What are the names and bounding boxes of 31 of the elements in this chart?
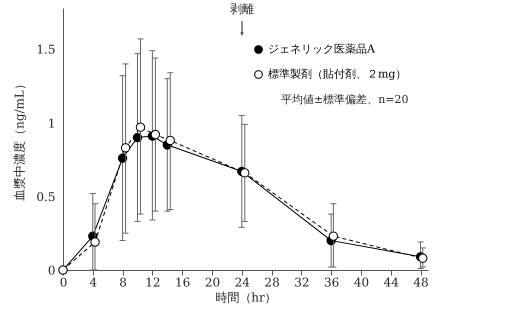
x-tick-label: 48 bbox=[413, 276, 429, 290]
annotation: 剥離 bbox=[230, 2, 254, 16]
y-tick-label: 1.5 bbox=[36, 42, 56, 57]
x-tick-label: 32 bbox=[294, 276, 310, 290]
x-tick-label: 8 bbox=[119, 276, 127, 290]
x-tick-label: 40 bbox=[354, 276, 370, 290]
point bbox=[328, 231, 338, 241]
x-tick-label: 36 bbox=[324, 276, 340, 290]
y-tick-label: 0 bbox=[48, 264, 56, 278]
x-tick-label: 12 bbox=[145, 276, 161, 290]
x-tick-label: 20 bbox=[204, 276, 220, 290]
x-tick-label: 4 bbox=[89, 276, 98, 290]
point bbox=[90, 237, 100, 247]
y-tick-label: 1 bbox=[48, 116, 56, 130]
annotation: 平均値±標準偏差、n=20 bbox=[281, 93, 409, 106]
y-tick-label: 0.5 bbox=[36, 190, 56, 204]
legend-label: ジェネリック医薬品A bbox=[268, 42, 376, 56]
point bbox=[418, 254, 428, 263]
x-tick-label: 0 bbox=[60, 276, 68, 290]
legend-label: 標準製剤（貼付剤、２mg） bbox=[268, 68, 406, 80]
x-axis-title: 時間（hr） bbox=[215, 290, 277, 304]
x-tick-label: 16 bbox=[175, 276, 190, 290]
point bbox=[240, 168, 250, 178]
point bbox=[150, 130, 160, 140]
y-axis-title: 血漿中濃度（ng/mL） bbox=[12, 78, 26, 201]
point bbox=[166, 136, 175, 146]
x-tick-label: 44 bbox=[384, 276, 400, 290]
x-tick-label: 28 bbox=[264, 276, 280, 290]
x-tick-label: 24 bbox=[234, 276, 250, 290]
point bbox=[136, 122, 146, 132]
point bbox=[120, 143, 130, 153]
